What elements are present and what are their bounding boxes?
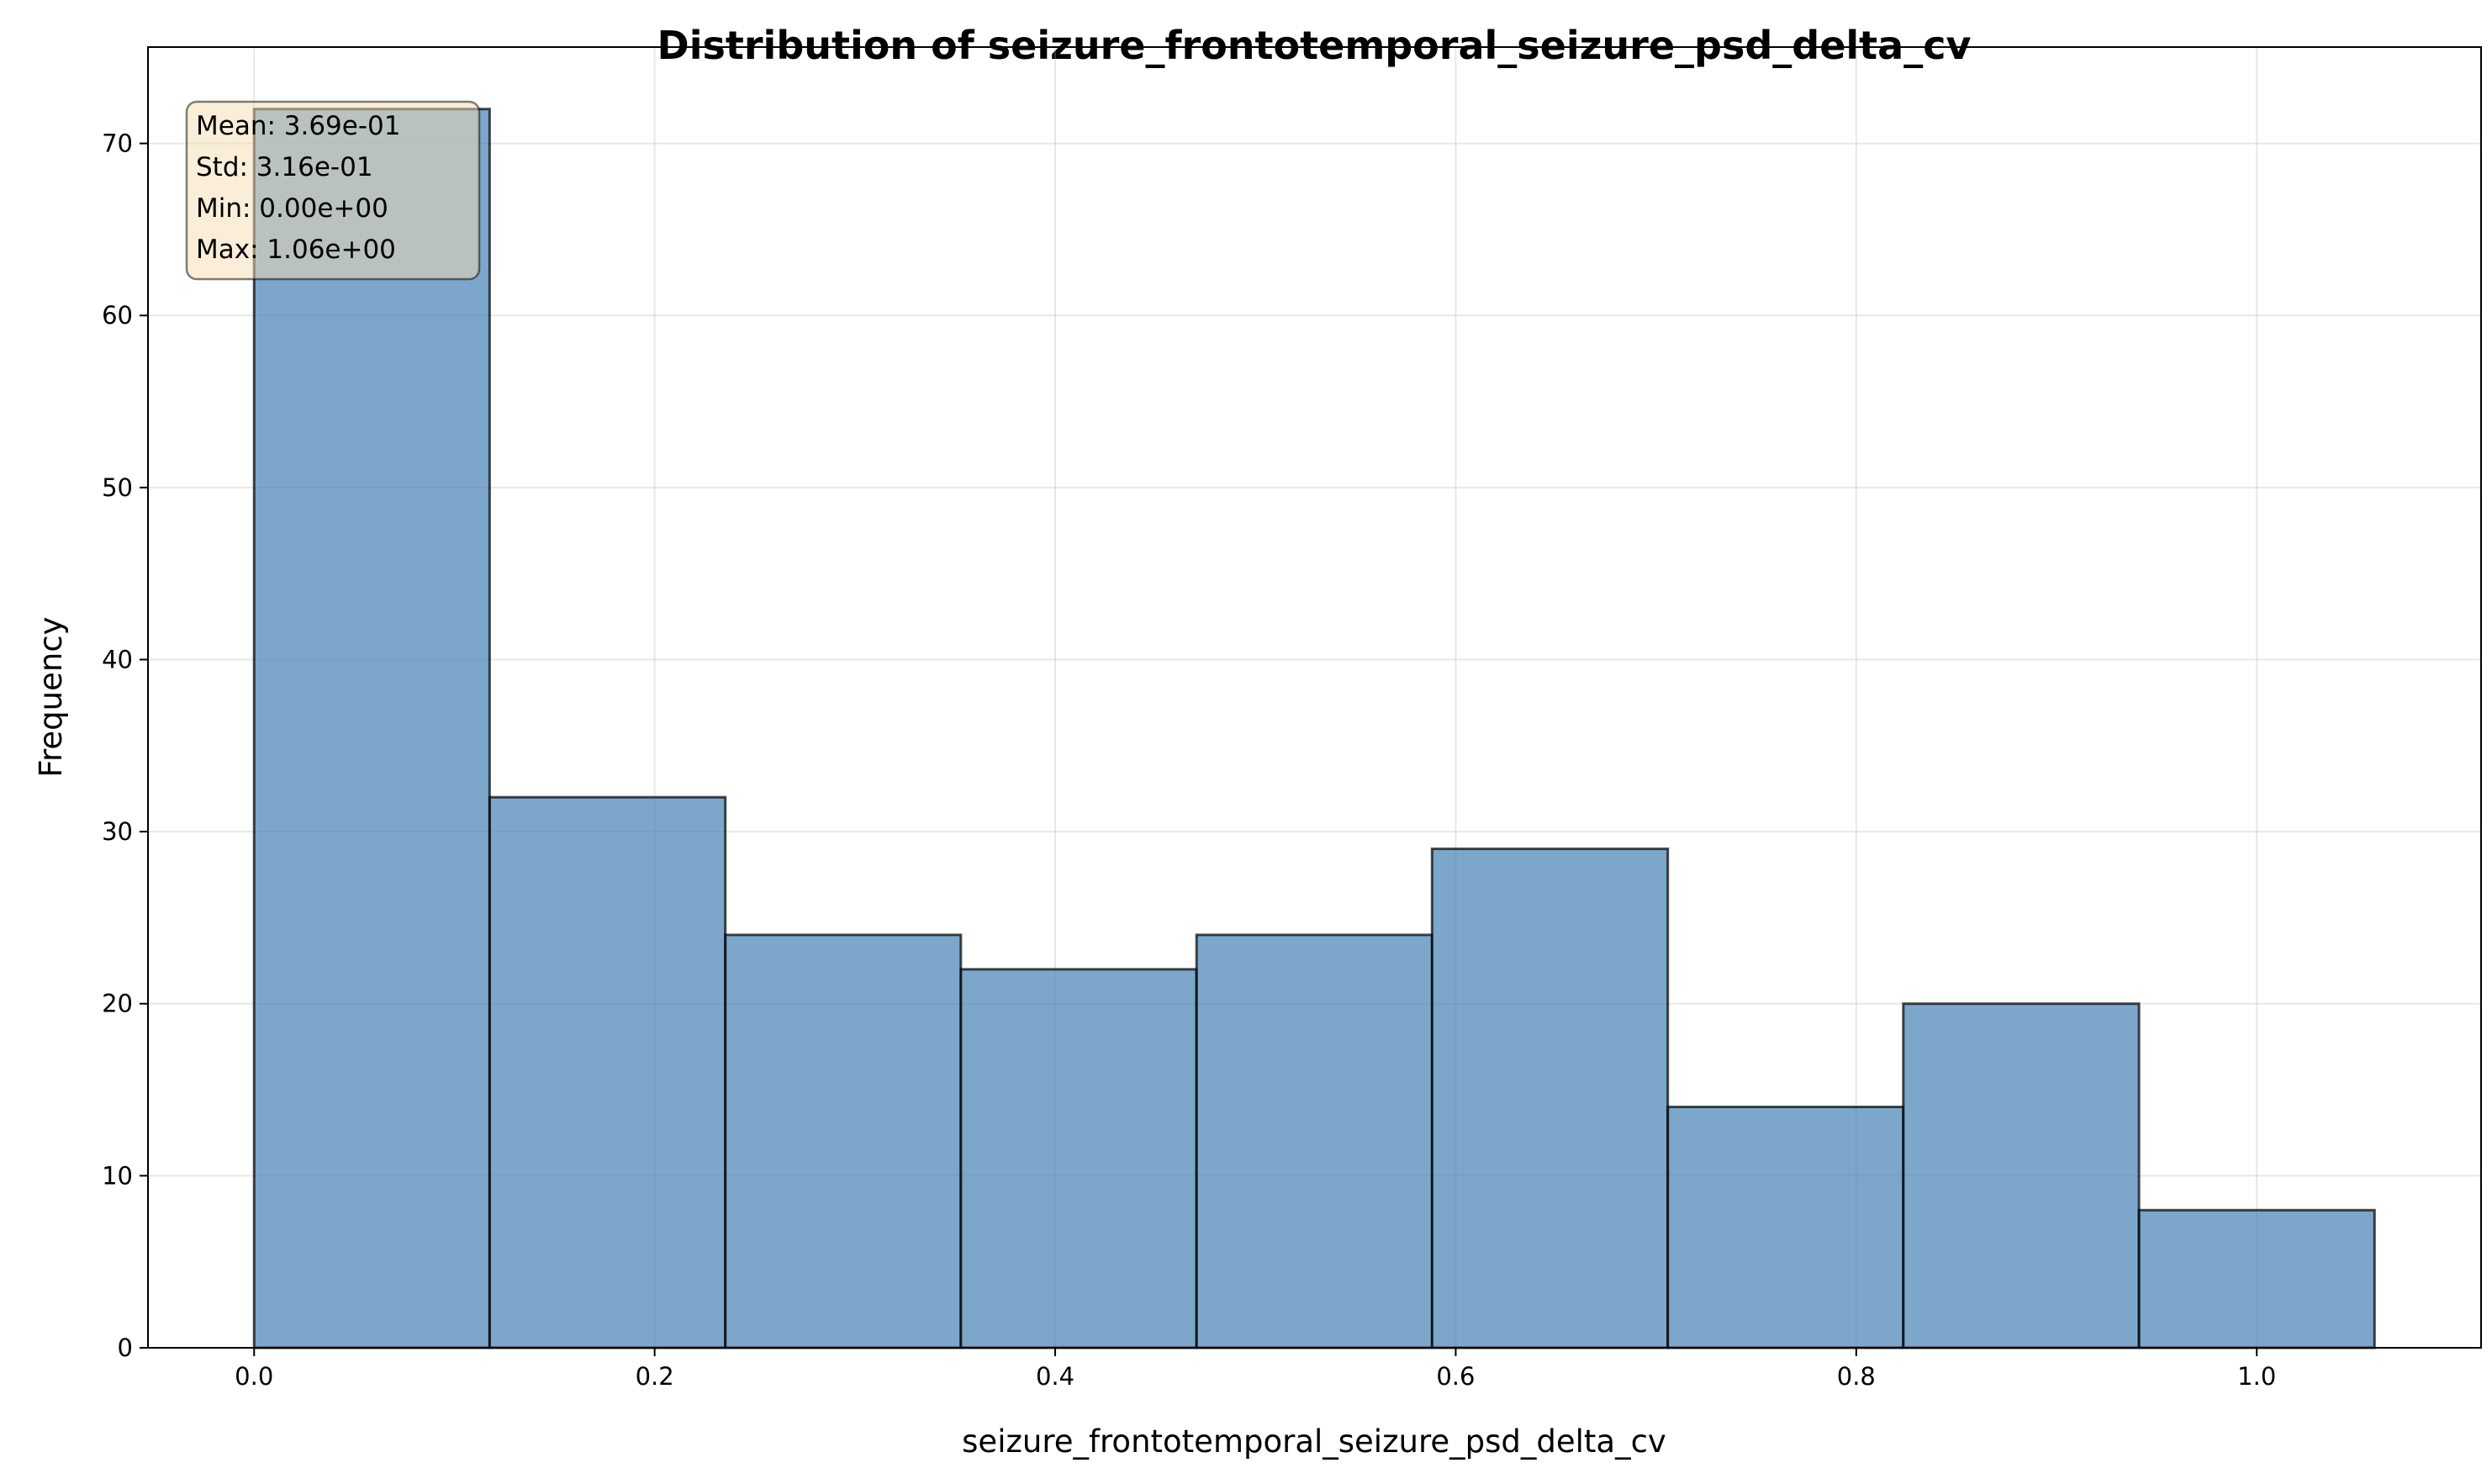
stats-box-background <box>185 100 481 281</box>
histogram-bar-3 <box>959 968 1198 1349</box>
y-axis-label: Frequency <box>33 616 69 777</box>
histogram-bar-1 <box>488 795 727 1349</box>
x-tick-label-4: 0.8 <box>1837 1362 1876 1391</box>
y-tick-label-2: 20 <box>102 990 133 1018</box>
y-tick-label-6: 60 <box>102 301 133 330</box>
chart-title: Distribution of seizure_frontotemporal_s… <box>657 23 1972 68</box>
histogram-bar-0 <box>252 108 491 1349</box>
y-axis-ticks: 0 10 20 30 40 50 60 70 <box>102 129 148 1362</box>
stats-std: Std: 3.16e-01 <box>196 152 373 182</box>
histogram-bar-6 <box>1666 1106 1905 1349</box>
y-tick-label-1: 10 <box>102 1161 133 1190</box>
x-tick-label-5: 1.0 <box>2237 1362 2276 1391</box>
histogram-bars <box>252 108 2376 1349</box>
histogram-bar-2 <box>724 933 963 1349</box>
x-axis-label: seizure_frontotemporal_seizure_psd_delta… <box>962 1423 1666 1460</box>
y-tick-label-0: 0 <box>118 1333 133 1362</box>
stats-min: Min: 0.00e+00 <box>196 193 388 224</box>
y-tick-label-4: 40 <box>102 645 133 673</box>
histogram-bar-8 <box>2137 1208 2376 1349</box>
x-tick-label-0: 0.0 <box>235 1362 273 1391</box>
stats-max: Max: 1.06e+00 <box>196 235 396 265</box>
x-tick-label-2: 0.4 <box>1036 1362 1074 1391</box>
y-tick-label-7: 70 <box>102 129 133 158</box>
x-tick-label-1: 0.2 <box>636 1362 674 1391</box>
histogram-bar-4 <box>1195 933 1433 1349</box>
stats-box: Mean: 3.69e-01 Std: 3.16e-01 Min: 0.00e+… <box>185 100 481 281</box>
histogram-bar-7 <box>1902 1002 2141 1349</box>
y-tick-label-3: 30 <box>102 817 133 846</box>
plot-frame <box>147 46 2482 1349</box>
histogram-bar-5 <box>1430 848 1670 1349</box>
stats-mean: Mean: 3.69e-01 <box>196 111 401 141</box>
y-tick-label-5: 50 <box>102 473 133 502</box>
x-axis-ticks: 0.0 0.2 0.4 0.6 0.8 1.0 <box>235 1348 2276 1391</box>
x-tick-label-3: 0.6 <box>1436 1362 1475 1391</box>
